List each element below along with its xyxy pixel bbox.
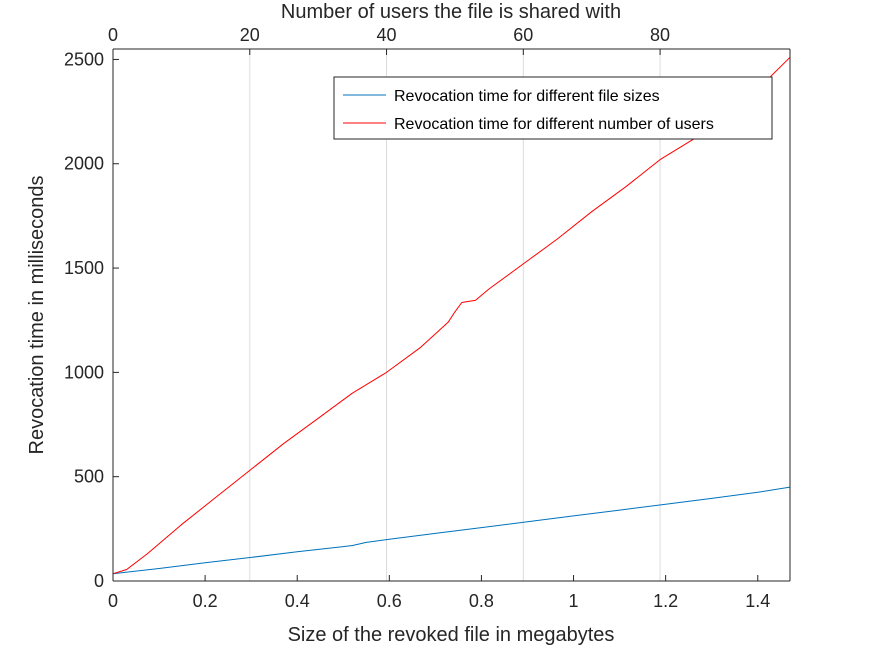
x-tick-label-top-60: 60 (513, 25, 533, 45)
x-tick-label-top-40: 40 (377, 25, 397, 45)
y-tick-label-1500: 1500 (64, 258, 104, 278)
y-tick-label-2000: 2000 (64, 154, 104, 174)
y-tick-label-1000: 1000 (64, 362, 104, 382)
x-tick-label-bottom-0: 0 (108, 591, 118, 611)
series-line-number-of-users (112, 56, 791, 575)
x-tick-label-bottom-0.8: 0.8 (469, 591, 494, 611)
axes-frame (112, 48, 791, 582)
legend-label-file-sizes: Revocation time for different file sizes (394, 88, 660, 105)
x-tick-label-top-20: 20 (240, 25, 260, 45)
series-line-file-sizes (112, 486, 791, 575)
x-tick-label-top-0: 0 (108, 25, 118, 45)
x-tick-label-bottom-1: 1 (569, 591, 579, 611)
y-tick-label-500: 500 (74, 467, 104, 487)
legend: Revocation time for different file sizes… (333, 76, 773, 140)
x-tick-label-bottom-0.6: 0.6 (377, 591, 402, 611)
legend-box (333, 76, 773, 140)
legend-label-number-of-users: Revocation time for different number of … (394, 116, 714, 133)
series-lines (112, 56, 791, 575)
x-tick-label-top-80: 80 (650, 25, 670, 45)
y-tick-label-0: 0 (94, 571, 104, 591)
y-tick-label-2500: 2500 (64, 49, 104, 69)
y-axis-title: Revocation time in milliseconds (26, 175, 48, 454)
x-axis-title-top: Number of users the file is shared with (281, 1, 621, 23)
ticks: 0 0.2 0.4 0.6 0.8 1 1.2 1.4 0 20 40 60 80 0 500 1000 150… (64, 25, 770, 611)
x-tick-label-bottom-0.2: 0.2 (193, 591, 218, 611)
x-axis-title-bottom: Size of the revoked file in megabytes (288, 624, 615, 646)
x-tick-label-bottom-1.4: 1.4 (745, 591, 770, 611)
x-tick-label-bottom-0.4: 0.4 (285, 591, 310, 611)
x-tick-label-bottom-1.2: 1.2 (653, 591, 678, 611)
